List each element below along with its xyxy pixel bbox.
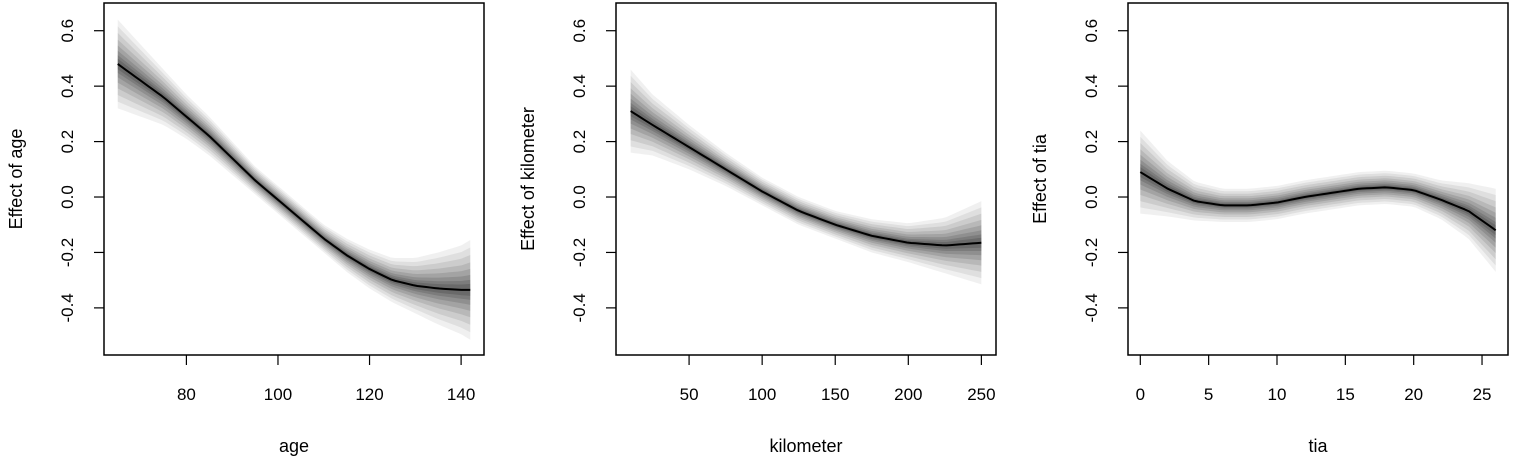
plot-frame — [615, 2, 997, 356]
y-tick-label: 0.0 — [570, 185, 589, 209]
x-axis-label: tia — [1308, 436, 1328, 456]
y-tick-label: -0.4 — [570, 293, 589, 322]
x-tick-label: 25 — [1473, 385, 1492, 404]
x-tick-label: 200 — [894, 385, 922, 404]
x-tick-label: 150 — [821, 385, 849, 404]
x-tick-label: 80 — [177, 385, 196, 404]
x-tick-label: 100 — [748, 385, 776, 404]
x-tick-label: 5 — [1204, 385, 1213, 404]
plot-frame — [103, 2, 485, 356]
credible-band — [1140, 154, 1496, 248]
y-tick-label: 0.4 — [570, 74, 589, 98]
y-tick-label: 0.2 — [1082, 130, 1101, 154]
x-tick-label: 15 — [1336, 385, 1355, 404]
credible-band — [630, 88, 982, 266]
y-axis-label: Effect of age — [6, 129, 26, 230]
x-tick-label: 140 — [447, 385, 475, 404]
credible-band — [1140, 159, 1496, 243]
y-tick-label: -0.2 — [1082, 238, 1101, 267]
credible-band-group — [117, 19, 471, 340]
x-tick-label: 0 — [1136, 385, 1145, 404]
y-tick-label: 0.6 — [570, 19, 589, 43]
x-tick-label: 250 — [967, 385, 995, 404]
y-tick-label: 0.2 — [570, 130, 589, 154]
credible-band — [630, 69, 982, 285]
y-tick-label: -0.2 — [570, 238, 589, 267]
x-axis-label: age — [279, 436, 309, 456]
y-tick-label: 0.0 — [58, 185, 77, 209]
credible-band-group — [1140, 130, 1496, 272]
y-tick-label: -0.4 — [58, 293, 77, 322]
credible-band — [630, 81, 982, 272]
chart-panel-tia: 0 5 10 15 20 25 -0.4 -0.2 0.0 0.2 0.4 0.6 tia Effect … — [1030, 2, 1509, 456]
credible-band — [117, 19, 471, 340]
credible-band — [117, 32, 471, 325]
y-tick-label: 0.0 — [1082, 185, 1101, 209]
y-axis-label: Effect of tia — [1030, 133, 1050, 224]
credible-band-group — [630, 69, 982, 285]
credible-band — [1140, 130, 1496, 272]
effect-curve — [117, 63, 471, 291]
credible-band — [117, 45, 471, 311]
y-tick-label: -0.4 — [1082, 293, 1101, 322]
x-tick-label: 120 — [355, 385, 383, 404]
credible-band — [630, 98, 982, 256]
x-axis-label: kilometer — [769, 436, 842, 456]
x-tick-label: 20 — [1404, 385, 1423, 404]
y-tick-label: 0.4 — [58, 74, 77, 98]
credible-band — [630, 75, 982, 279]
credible-band — [117, 50, 471, 305]
effect-curve — [630, 110, 982, 247]
chart-panel-age: 80 100 120 140 -0.4 -0.2 0.0 0.2 0.4 0.6 age Effect… — [6, 2, 485, 456]
credible-band — [1140, 136, 1496, 266]
credible-band — [1140, 163, 1496, 239]
credible-band — [117, 26, 471, 333]
chart-panel-kilometer: 50 100 150 200 250 -0.4 -0.2 0.0 0.2 0.4 0.6 kilome… — [518, 2, 997, 456]
x-tick-label: 10 — [1268, 385, 1287, 404]
credible-band — [1140, 149, 1496, 254]
y-tick-label: 0.2 — [58, 130, 77, 154]
y-tick-label: 0.6 — [58, 19, 77, 43]
credible-band — [630, 93, 982, 261]
x-tick-label: 50 — [680, 385, 699, 404]
y-axis-label: Effect of kilometer — [518, 107, 538, 251]
y-tick-label: 0.4 — [1082, 74, 1101, 98]
credible-band — [1140, 142, 1496, 260]
y-tick-label: 0.6 — [1082, 19, 1101, 43]
y-tick-label: -0.2 — [58, 238, 77, 267]
plot-frame — [1127, 2, 1509, 356]
x-tick-label: 100 — [264, 385, 292, 404]
effect-curve — [1139, 171, 1497, 232]
credible-band — [117, 39, 471, 318]
